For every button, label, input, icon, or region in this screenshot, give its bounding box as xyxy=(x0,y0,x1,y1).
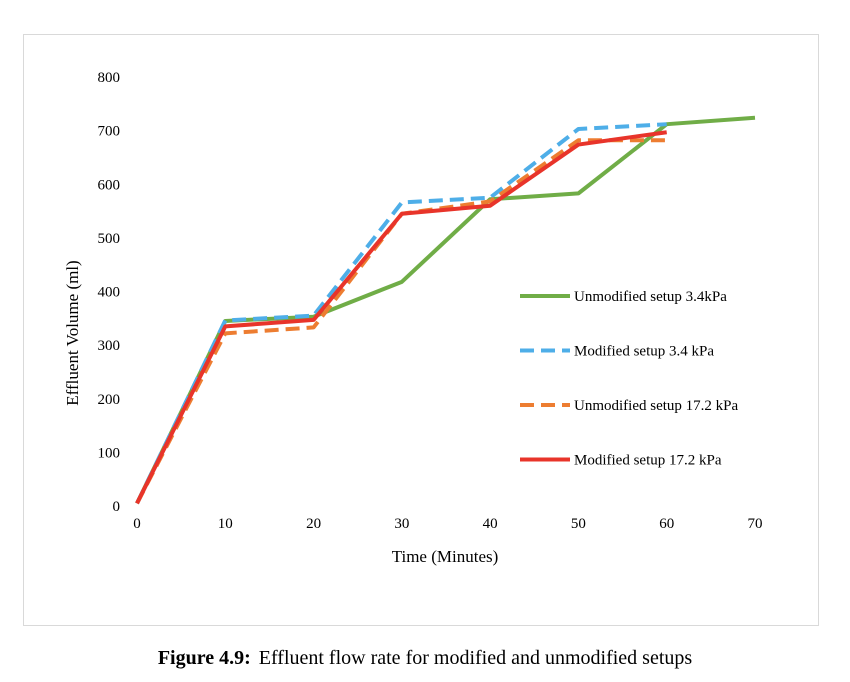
y-tick-label: 0 xyxy=(113,499,121,515)
x-tick-label: 50 xyxy=(571,516,586,532)
series-line-unmodified-setup-17-2-kpa xyxy=(135,138,667,505)
x-tick-label: 70 xyxy=(748,516,763,532)
x-tick-label: 60 xyxy=(659,516,674,532)
y-axis-ticks: 0 100 200 300 400 500 600 700 800 xyxy=(98,70,121,515)
legend: Unmodified setup 3.4kPa Modified setup 3.… xyxy=(520,289,738,469)
line-chart: 0 100 200 300 400 500 600 700 800 0 10 20 30 40 50 60 7… xyxy=(63,70,763,566)
figure-caption: Figure 4.9: Effluent flow rate for modifi… xyxy=(0,646,850,670)
figure-number: Figure 4.9: xyxy=(157,647,251,669)
x-axis-ticks: 0 10 20 30 40 50 60 70 xyxy=(133,516,762,532)
figure-caption-text: Effluent flow rate for modified and unmo… xyxy=(258,647,693,669)
y-axis-label: Effluent Volume (ml) xyxy=(63,260,82,405)
legend-label: Modified setup 3.4 kPa xyxy=(574,344,714,360)
y-tick-label: 400 xyxy=(98,285,121,301)
y-tick-label: 500 xyxy=(98,231,121,247)
x-tick-label: 10 xyxy=(218,516,233,532)
legend-label: Unmodified setup 3.4kPa xyxy=(574,289,727,305)
x-tick-label: 30 xyxy=(394,516,409,532)
x-tick-label: 40 xyxy=(483,516,498,532)
series-lines xyxy=(135,115,756,505)
x-axis-label: Time (Minutes) xyxy=(392,547,499,566)
legend-label: Modified setup 17.2 kPa xyxy=(574,453,722,469)
y-tick-label: 200 xyxy=(98,392,121,408)
series-line-unmodified-setup-3-4kpa xyxy=(135,115,756,505)
x-tick-label: 20 xyxy=(306,516,321,532)
series-line-modified-setup-17-2-kpa xyxy=(135,130,667,505)
x-tick-label: 0 xyxy=(133,516,141,532)
legend-label: Unmodified setup 17.2 kPa xyxy=(574,398,738,414)
chart-frame: 0 100 200 300 400 500 600 700 800 0 10 20 30 40 50 60 7… xyxy=(23,34,819,626)
y-tick-label: 600 xyxy=(98,177,121,193)
y-tick-label: 100 xyxy=(98,445,121,461)
y-tick-label: 700 xyxy=(98,124,121,140)
series-line-modified-setup-3-4-kpa xyxy=(135,122,667,505)
y-tick-label: 300 xyxy=(98,338,121,354)
y-tick-label: 800 xyxy=(98,70,121,86)
